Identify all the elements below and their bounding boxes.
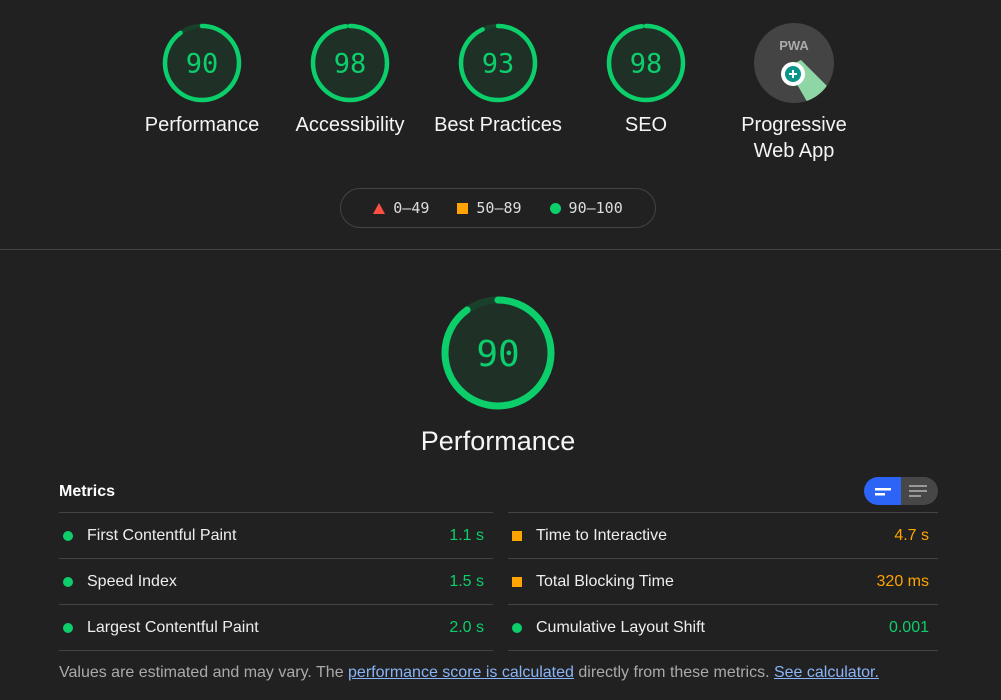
gauge-arc bbox=[458, 23, 538, 103]
gauge: 98 bbox=[310, 23, 390, 103]
triangle-icon bbox=[373, 203, 386, 214]
metric-name: Largest Contentful Paint bbox=[87, 618, 259, 636]
metric-row: Total Blocking Time 320 ms bbox=[508, 558, 938, 604]
gauge: 90 bbox=[162, 23, 242, 103]
metric-row: Speed Index 1.5 s bbox=[59, 558, 493, 604]
metric-value: 1.5 s bbox=[449, 572, 484, 590]
gauge-arc bbox=[606, 23, 686, 103]
category-progressive-web-app[interactable]: PWA Progressive Web App bbox=[720, 23, 868, 164]
metric-name: Speed Index bbox=[87, 572, 177, 590]
metric-name: Cumulative Layout Shift bbox=[536, 618, 705, 636]
score-legend: 0–49 50–89 90–100 bbox=[340, 188, 656, 228]
gauge-score: 98 bbox=[630, 49, 663, 80]
legend-average: 50–89 bbox=[457, 199, 522, 217]
square-icon bbox=[457, 203, 469, 214]
category-label: Best Practices bbox=[434, 114, 562, 136]
gauge-score: 93 bbox=[482, 49, 515, 80]
gauge-arc bbox=[310, 23, 390, 103]
circle-icon bbox=[549, 203, 561, 214]
metric-value: 320 ms bbox=[876, 572, 929, 590]
metric-value: 4.7 s bbox=[894, 526, 929, 544]
metrics-view-toggle[interactable] bbox=[864, 477, 938, 505]
metric-row: Largest Contentful Paint 2.0 s bbox=[59, 604, 493, 651]
gauge-arc bbox=[162, 23, 242, 103]
category-best-practices[interactable]: 93 Best Practices bbox=[424, 23, 572, 138]
category-seo[interactable]: 98 SEO bbox=[572, 23, 720, 138]
short-lines-icon bbox=[875, 488, 891, 496]
circle-icon bbox=[63, 576, 73, 587]
metric-value: 1.1 s bbox=[449, 526, 484, 544]
circle-icon bbox=[512, 622, 522, 633]
metric-value: 2.0 s bbox=[449, 618, 484, 636]
category-label: Performance bbox=[144, 114, 260, 136]
gauge-score: 98 bbox=[334, 49, 367, 80]
divider bbox=[0, 249, 1001, 250]
metric-name: Total Blocking Time bbox=[536, 572, 674, 590]
metric-row: First Contentful Paint 1.1 s bbox=[59, 512, 493, 558]
category-label: Accessibility bbox=[295, 114, 405, 136]
metrics-heading: Metrics bbox=[59, 483, 116, 500]
category-label: Progressive Web App bbox=[741, 114, 847, 162]
square-icon bbox=[512, 576, 522, 587]
score-calculated-link[interactable]: performance score is calculated bbox=[348, 664, 574, 681]
gauge-score: 90 bbox=[476, 334, 519, 375]
category-performance[interactable]: 90 Performance bbox=[128, 23, 276, 138]
gauge-arc bbox=[441, 296, 555, 410]
metric-name: Time to Interactive bbox=[536, 526, 668, 544]
legend-pass: 90–100 bbox=[549, 199, 623, 217]
metric-row: Time to Interactive 4.7 s bbox=[508, 512, 938, 558]
metric-name: First Contentful Paint bbox=[87, 526, 237, 544]
performance-gauge-large: 90 bbox=[441, 296, 555, 410]
legend-fail: 0–49 bbox=[373, 199, 429, 217]
lines-icon bbox=[909, 485, 927, 497]
metric-value: 0.001 bbox=[888, 618, 929, 636]
metrics-footer: Values are estimated and may vary. The p… bbox=[59, 664, 879, 681]
gauge: 98 bbox=[606, 23, 686, 103]
metric-row: Cumulative Layout Shift 0.001 bbox=[508, 604, 938, 651]
square-icon bbox=[512, 530, 522, 541]
circle-icon bbox=[63, 530, 73, 541]
category-label: SEO bbox=[624, 114, 668, 136]
metrics-right-column: Time to Interactive 4.7 s Total Blocking T… bbox=[508, 512, 938, 651]
gauge: PWA bbox=[754, 23, 834, 103]
gauge: 93 bbox=[458, 23, 538, 103]
expanded-view-button[interactable] bbox=[901, 477, 938, 505]
see-calculator-link[interactable]: See calculator. bbox=[773, 664, 879, 681]
performance-title: Performance bbox=[420, 426, 576, 456]
category-accessibility[interactable]: 98 Accessibility bbox=[276, 23, 424, 138]
pwa-badge-text: PWA bbox=[779, 38, 809, 53]
metrics-left-column: First Contentful Paint 1.1 s Speed Index 1.… bbox=[59, 512, 493, 651]
circle-icon bbox=[63, 622, 73, 633]
compact-view-button[interactable] bbox=[864, 477, 901, 505]
gauge-score: 90 bbox=[186, 49, 219, 80]
